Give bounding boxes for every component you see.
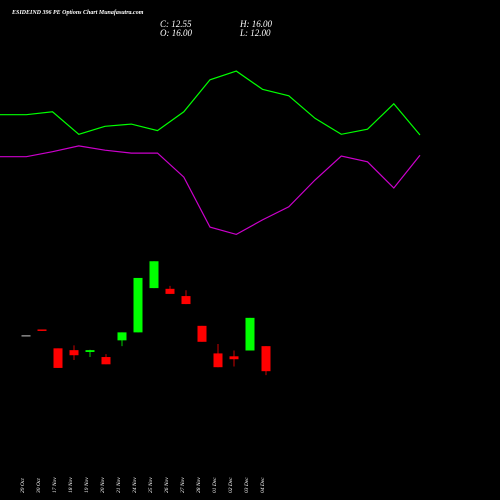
- x-tick-label: 20 Nov: [100, 477, 106, 493]
- x-tick-label: 01 Dec: [212, 477, 218, 493]
- x-tick-label: 30 Oct: [36, 478, 42, 494]
- candle-body: [101, 357, 111, 365]
- open-label: O: 16.00: [160, 28, 192, 38]
- candle-body: [229, 356, 239, 360]
- x-tick-label: 18 Nov: [68, 477, 74, 493]
- candle-body: [117, 332, 127, 341]
- candle-body: [197, 325, 207, 342]
- x-tick-label: 24 Nov: [131, 477, 138, 493]
- low-label: L: 12.00: [239, 28, 271, 38]
- candle-body: [213, 353, 223, 368]
- candle-body: [149, 261, 159, 289]
- x-tick-label: 26 Nov: [164, 477, 170, 493]
- x-tick-label: 27 Nov: [180, 477, 186, 493]
- candle-body: [133, 277, 143, 333]
- candle-body: [53, 348, 63, 368]
- x-tick-label: 04 Dec: [259, 477, 266, 493]
- x-tick-label: 02 Dec: [228, 477, 234, 493]
- chart-title: ESIDEIND 396 PE Options Chart Munafasutr…: [11, 10, 144, 16]
- candle-body: [181, 296, 191, 305]
- candle-body: [261, 346, 271, 372]
- x-tick-label: 25 Nov: [148, 477, 154, 493]
- high-label: H: 16.00: [239, 19, 272, 29]
- close-label: C: 12.55: [160, 19, 192, 29]
- candle-body: [85, 350, 95, 352]
- candle-body: [69, 350, 79, 356]
- x-tick-label: 17 Nov: [52, 477, 58, 493]
- x-tick-label: 19 Nov: [84, 477, 90, 493]
- x-tick-label: 21 Nov: [116, 477, 122, 493]
- indicator-line: [0, 70, 421, 136]
- x-tick-label: 29 Oct: [20, 478, 26, 493]
- candle-body: [245, 317, 255, 351]
- candle-body: [37, 329, 47, 331]
- indicator-line: [0, 145, 421, 236]
- candle-body: [21, 335, 31, 337]
- candle-body: [165, 288, 175, 294]
- x-tick-label: 03 Dec: [244, 477, 250, 493]
- x-tick-label: 28 Nov: [196, 477, 202, 493]
